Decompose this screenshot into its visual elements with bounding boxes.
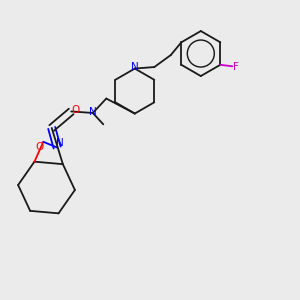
Text: N: N [56, 138, 63, 148]
Text: N: N [131, 61, 139, 71]
Text: N: N [89, 107, 97, 117]
Text: O: O [71, 105, 79, 115]
Text: F: F [233, 62, 239, 72]
Text: O: O [36, 142, 44, 152]
